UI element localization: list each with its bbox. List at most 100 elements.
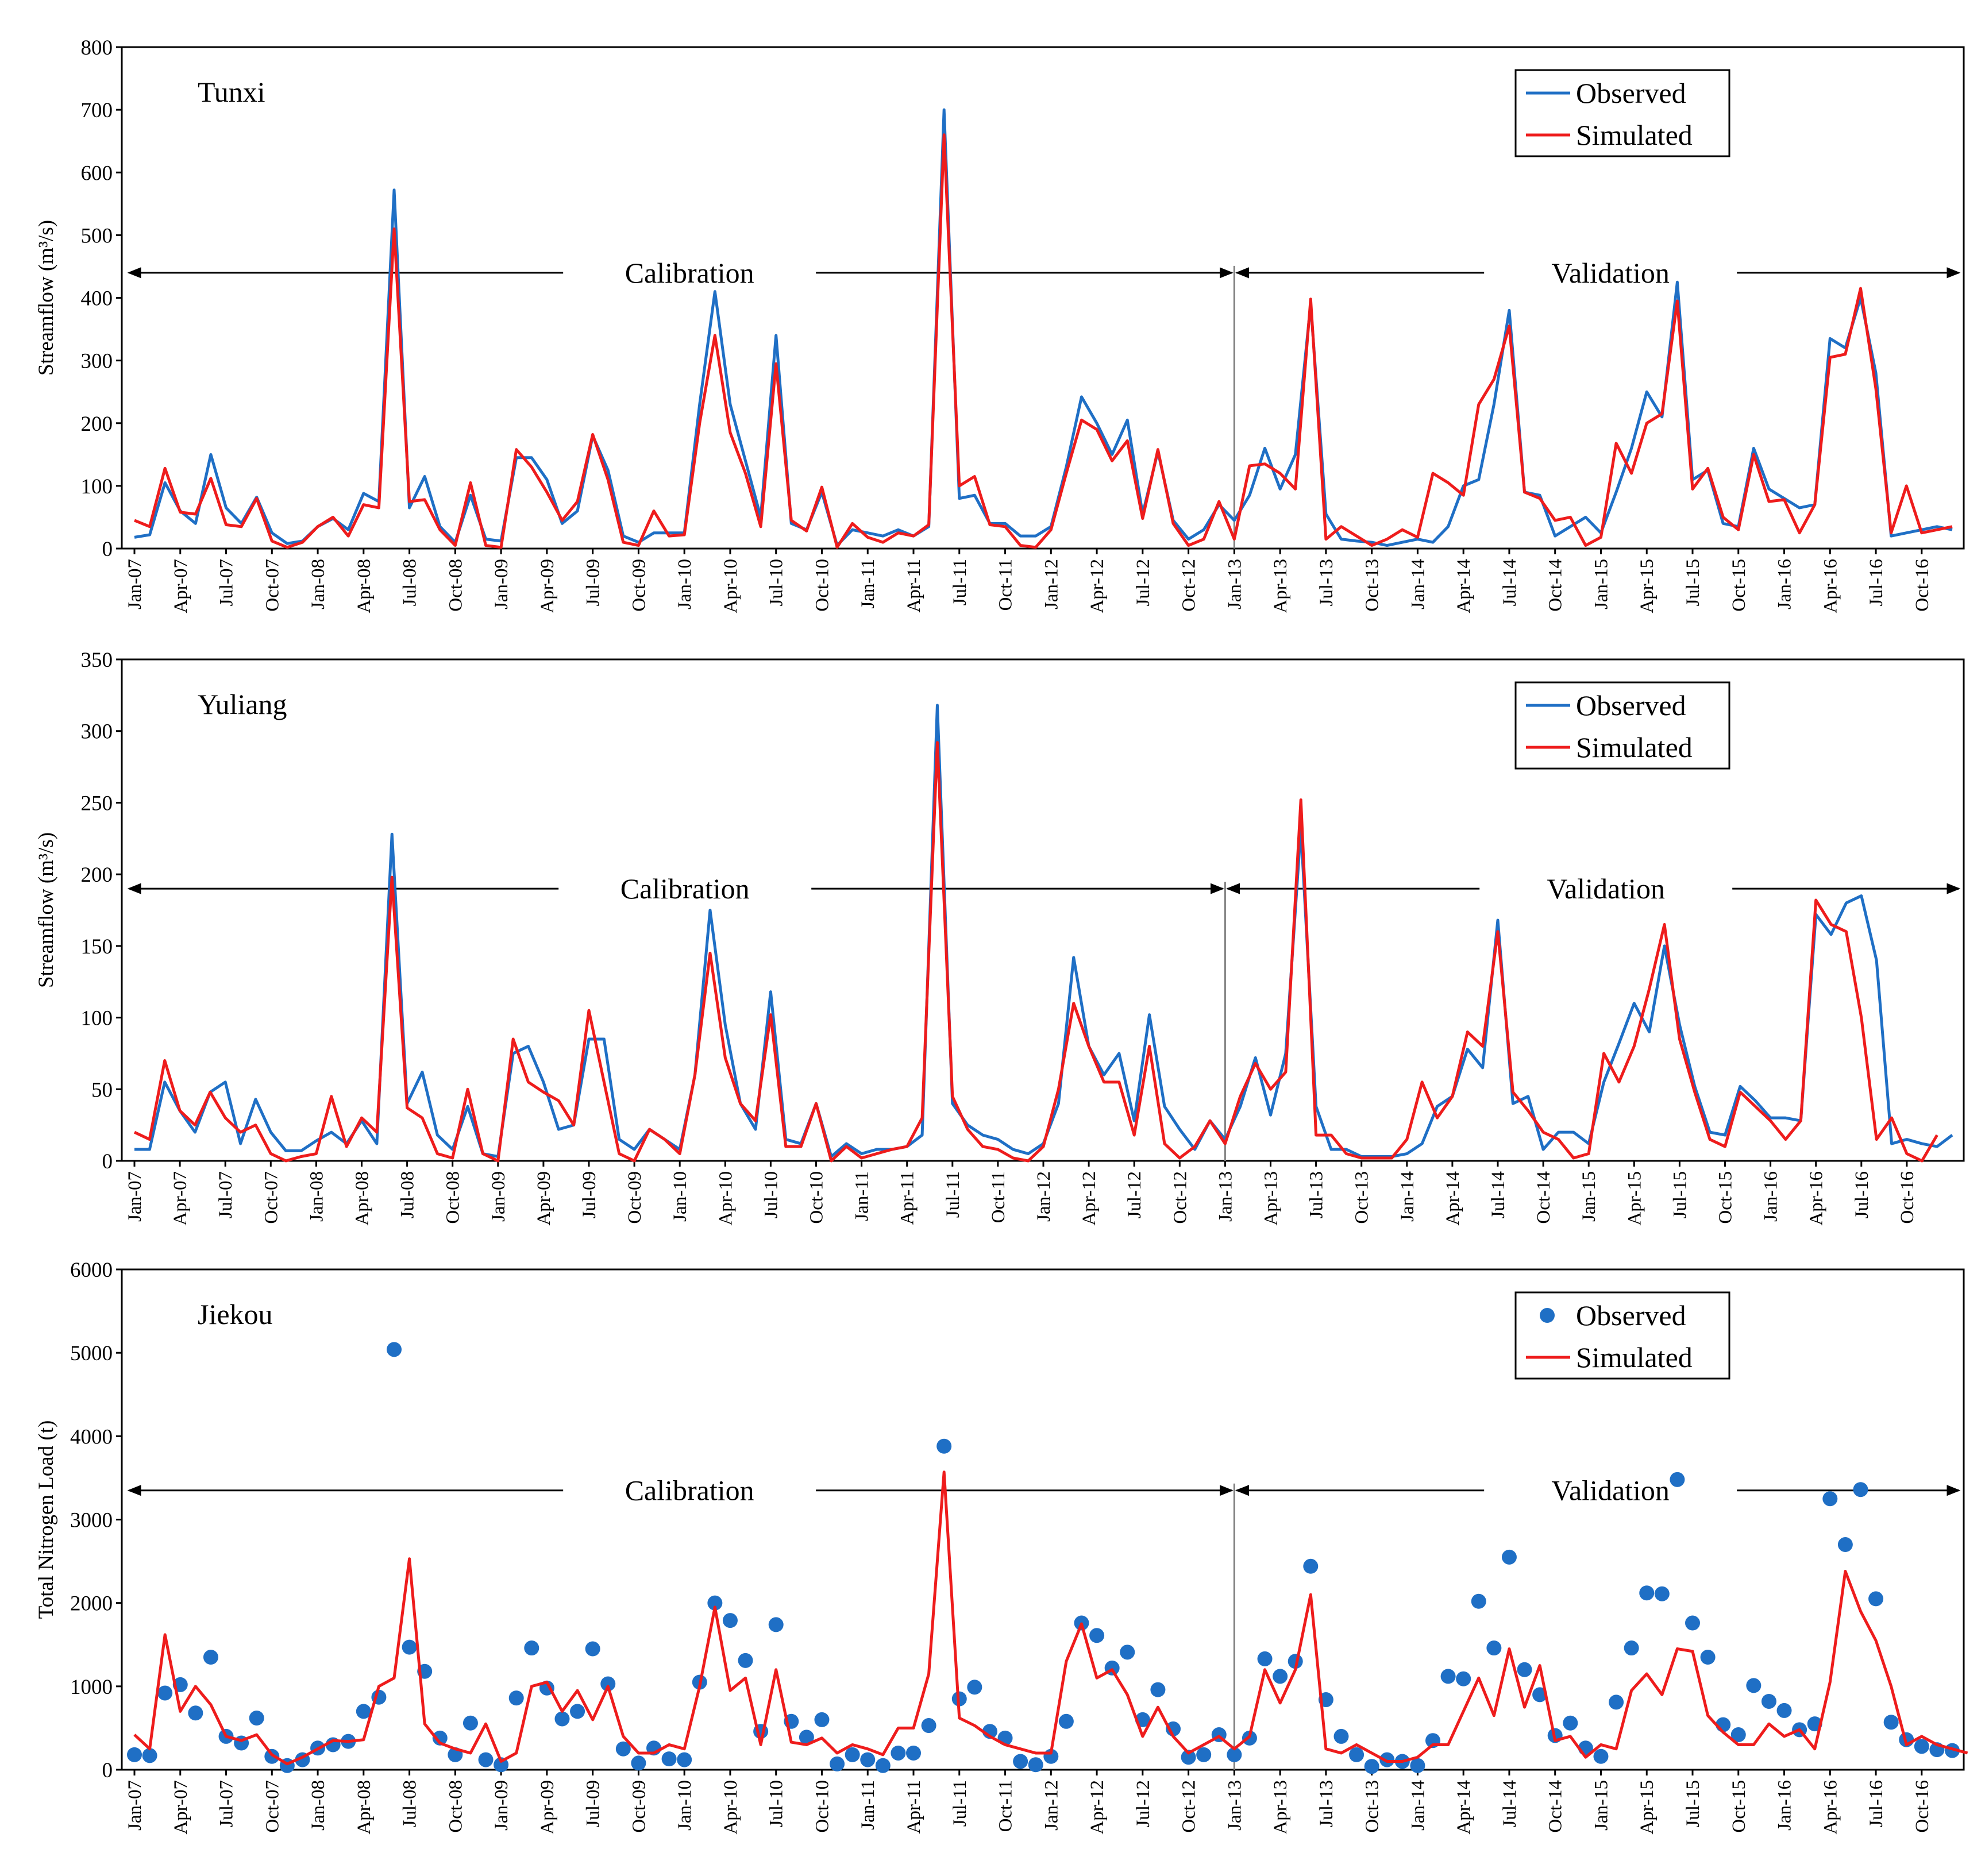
observed-point: [891, 1745, 906, 1761]
y-tick-label: 0: [102, 1759, 113, 1782]
y-tick-label: 50: [91, 1078, 113, 1102]
observed-point: [508, 1690, 524, 1706]
x-tick-label: Oct-12: [1170, 1171, 1190, 1224]
calibration-label: Calibration: [620, 873, 750, 905]
observed-point: [1563, 1715, 1578, 1731]
observed-point: [814, 1712, 830, 1727]
observed-point: [1868, 1591, 1884, 1607]
observed-point: [1028, 1757, 1043, 1773]
observed-point: [1471, 1593, 1486, 1609]
observed-point: [1853, 1482, 1868, 1497]
observed-point: [432, 1730, 448, 1746]
simulated-line: [134, 133, 1953, 549]
x-tick-label: Jan-08: [308, 1780, 329, 1831]
legend-observed-label: Observed: [1576, 1299, 1686, 1331]
observed-point: [387, 1342, 402, 1357]
x-tick-label: Jul-12: [1133, 559, 1154, 607]
x-tick-label: Apr-12: [1079, 1171, 1100, 1226]
y-axis-label: Total Nitrogen Load (t): [34, 1420, 58, 1619]
x-tick-label: Apr-08: [354, 559, 375, 613]
x-tick-label: Oct-07: [262, 559, 283, 612]
x-tick-label: Jan-11: [852, 1171, 873, 1221]
x-tick-label: Jul-16: [1852, 1171, 1872, 1219]
x-tick-label: Jan-16: [1775, 559, 1795, 609]
x-tick-label: Oct-13: [1352, 1171, 1373, 1224]
observed-point: [1364, 1759, 1379, 1774]
x-tick-label: Jul-10: [766, 1780, 787, 1828]
observed-point: [707, 1595, 723, 1611]
x-tick-label: Jan-10: [670, 1171, 691, 1222]
observed-point: [585, 1641, 600, 1657]
x-tick-label: Apr-11: [897, 1171, 918, 1225]
observed-point: [1517, 1662, 1532, 1677]
y-tick-label: 0: [102, 538, 113, 561]
observed-point: [1273, 1669, 1288, 1684]
y-tick-label: 0: [102, 1150, 113, 1174]
y-tick-label: 300: [81, 350, 113, 373]
observed-point: [188, 1705, 203, 1721]
observed-line: [134, 108, 1953, 547]
panel-title: Jiekou: [198, 1298, 273, 1330]
x-tick-label: Oct-15: [1716, 1171, 1736, 1224]
x-tick-label: Apr-16: [1820, 1780, 1841, 1835]
x-tick-label: Jan-09: [491, 1780, 512, 1831]
x-tick-label: Jul-16: [1866, 559, 1887, 607]
x-tick-label: Jul-09: [583, 559, 604, 607]
x-tick-label: Jan-09: [488, 1171, 509, 1222]
x-tick-label: Jan-08: [308, 559, 329, 609]
y-tick-label: 300: [81, 720, 113, 744]
panel-jiekou: 0 1000 2000 3000 4000 5000 6000 Total Nitrogen …: [34, 1259, 1968, 1835]
x-tick-label: Apr-15: [1624, 1171, 1645, 1226]
x-tick-label: Oct-10: [812, 1780, 832, 1833]
observed-point: [1609, 1694, 1624, 1710]
x-tick-label: Jul-13: [1306, 1171, 1327, 1219]
legend-box: [1514, 69, 1730, 157]
x-tick-label: Jul-08: [400, 1780, 421, 1828]
calibration-label: Calibration: [625, 1474, 754, 1507]
observed-point: [1761, 1693, 1776, 1709]
x-tick-label: Apr-11: [904, 1780, 924, 1833]
x-tick-label: Apr-08: [354, 1780, 375, 1835]
y-tick-label: 5000: [70, 1342, 113, 1365]
x-tick-label: Apr-14: [1454, 1780, 1474, 1835]
x-tick-label: Oct-07: [261, 1171, 282, 1224]
observed-point: [860, 1752, 876, 1767]
x-tick-label: Apr-07: [171, 559, 191, 613]
x-tick-label: Jan-13: [1215, 1171, 1236, 1222]
x-tick-label: Jul-16: [1866, 1780, 1887, 1828]
x-tick-label: Apr-09: [534, 1171, 554, 1226]
observed-point: [661, 1751, 677, 1767]
x-tick-label: Jul-14: [1488, 1171, 1509, 1219]
x-tick-label: Oct-13: [1362, 559, 1383, 612]
observed-point: [768, 1617, 784, 1632]
observed-point: [1120, 1645, 1135, 1660]
observed-point: [1166, 1721, 1181, 1736]
x-tick-label: Oct-09: [629, 559, 649, 612]
x-tick-label: Jul-15: [1683, 559, 1703, 607]
x-tick-label: Jan-15: [1579, 1171, 1599, 1222]
x-tick-label: Jul-09: [579, 1171, 600, 1219]
x-tick-label: Oct-07: [262, 1780, 283, 1833]
x-tick-label: Jan-12: [1041, 1780, 1062, 1831]
observed-point: [478, 1752, 494, 1767]
calibration-label: Calibration: [625, 257, 754, 289]
observed-point: [1624, 1640, 1639, 1656]
observed-point: [1700, 1650, 1716, 1665]
panel-yuliang: 0 50 100 150 200 250 300 350 Streamflow (m³/s) Ja…: [34, 649, 1965, 1226]
x-tick-label: Jan-13: [1224, 1780, 1245, 1831]
x-tick-label: Apr-12: [1087, 1780, 1108, 1835]
observed-point: [462, 1715, 478, 1731]
observed-point: [1730, 1727, 1746, 1743]
x-tick-label: Apr-12: [1087, 559, 1108, 613]
x-tick-label: Apr-15: [1637, 1780, 1658, 1835]
x-tick-label: Jul-10: [766, 559, 787, 607]
observed-point: [799, 1730, 814, 1745]
x-tick-label: Apr-10: [720, 1780, 741, 1835]
y-tick-label: 700: [81, 99, 113, 122]
validation-label: Validation: [1547, 873, 1665, 905]
y-tick-label: 500: [81, 224, 113, 248]
y-axis-label: Streamflow (m³/s): [34, 832, 58, 988]
observed-point: [570, 1704, 585, 1719]
observed-point: [875, 1758, 891, 1773]
observed-point: [1196, 1747, 1212, 1762]
